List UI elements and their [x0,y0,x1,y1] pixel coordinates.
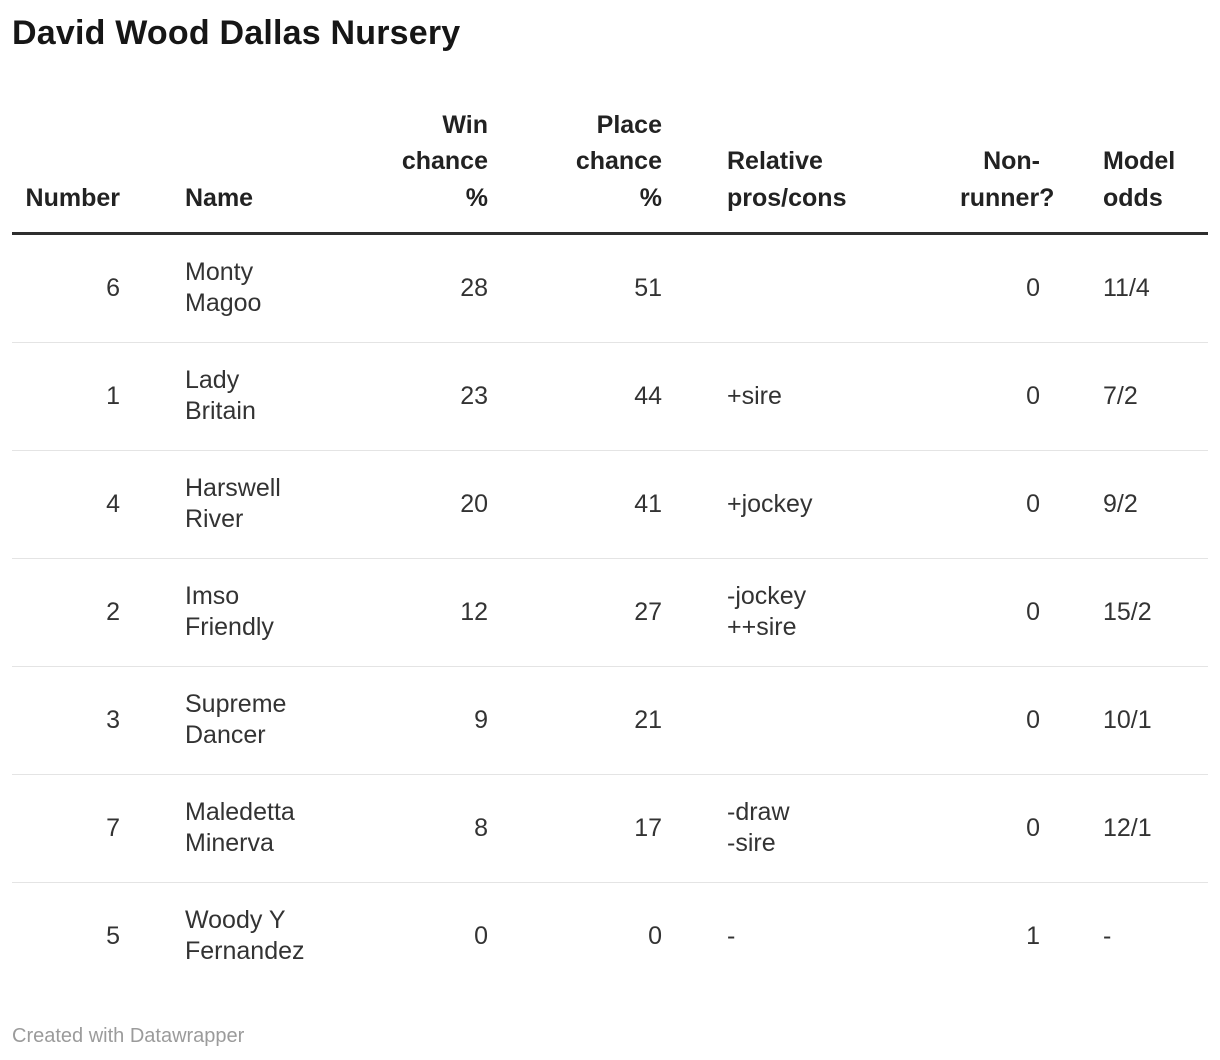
cell-win-chance: 20 [365,449,500,559]
cell-model-odds: 11/4 [1103,273,1150,302]
table-row: 5 Woody Y Fernandez 0 0-1- [12,881,1208,990]
cell-win-chance: 28 [460,273,488,302]
table-body: 6 Monty Magoo 28 51 0 11/4 1 Lady Britain 23 44 +s… [12,233,1208,990]
cell-pros-cons: -jockey ++sire [720,557,960,667]
cell-non-runner: 0 [960,557,1060,667]
table-row: 7 Maledetta Minerva 8 17 -draw -sire 0 12/1 [12,773,1208,883]
cell-number: 6 [106,273,120,302]
cell-win-chance: 12 [365,557,500,667]
cell-non-runner: 0 [960,341,1060,451]
cell-non-runner: 0 [960,773,1060,883]
cell-model-odds: 9/2 [1060,449,1208,559]
cell-name: Lady Britain [175,341,365,451]
data-table: Number Name Win chance % Place chance % … [12,107,1208,990]
cell-pros-cons: +jockey [720,449,960,559]
column-header-name: Name [175,107,365,235]
cell-number: 5 [12,881,175,990]
attribution-text: Created with Datawrapper [12,1025,245,1047]
cell-model-odds: 15/2 [1060,557,1208,667]
table-row: 4 Harswell River 20 41 +jockey 0 9/2 [12,449,1208,559]
table-row: 1 Lady Britain 23 44 +sire 0 7/2 [12,341,1208,451]
cell-non-runner: 1 [960,881,1060,990]
header-row: Number Name Win chance % Place chance % … [12,107,1208,235]
cell-place-chance: 41 [500,449,720,559]
cell-number: 4 [12,449,175,559]
cell-name: Harswell River [175,449,365,559]
cell-place-chance: 21 [500,665,720,775]
cell-pros-cons: - [720,881,960,990]
column-header-model-odds: Model odds [1060,107,1208,235]
cell-place-chance: 44 [500,341,720,451]
cell-name: Woody Y Fernandez [175,881,365,990]
cell-place-chance: 27 [500,557,720,667]
cell-number: 1 [12,341,175,451]
cell-win-chance: 9 [365,665,500,775]
column-header-non-runner: Non- runner? [960,107,1060,235]
cell-pros-cons: -draw -sire [720,773,960,883]
page-title: David Wood Dallas Nursery [12,14,461,52]
column-header-win-chance: Win chance % [365,107,500,235]
cell-name: Supreme Dancer [175,665,365,775]
cell-number: 2 [12,557,175,667]
cell-model-odds: 10/1 [1060,665,1208,775]
cell-win-chance: 0 [365,881,500,990]
cell-pros-cons [720,233,960,342]
cell-name: Maledetta Minerva [175,773,365,883]
cell-pros-cons: +sire [720,341,960,451]
table-header: Number Name Win chance % Place chance % … [12,107,1208,235]
cell-place-chance: 0 [500,881,720,990]
column-header-pros-cons: Relative pros/cons [720,107,960,235]
table-row: 6 Monty Magoo 28 51 0 11/4 [12,233,1208,342]
cell-win-chance: 8 [365,773,500,883]
table-row: 3 Supreme Dancer 9 21 0 10/1 [12,665,1208,775]
cell-model-odds: - [1060,881,1208,990]
cell-name: Imso Friendly [175,557,365,667]
cell-number: 3 [12,665,175,775]
cell-win-chance: 23 [365,341,500,451]
cell-model-odds: 7/2 [1060,341,1208,451]
cell-pros-cons [720,665,960,775]
cell-name: Monty Magoo [185,257,262,318]
cell-place-chance: 17 [500,773,720,883]
table-row: 2 Imso Friendly 12 27 -jockey ++sire 0 15/2 [12,557,1208,667]
cell-number: 7 [12,773,175,883]
cell-model-odds: 12/1 [1060,773,1208,883]
cell-non-runner: 0 [960,665,1060,775]
cell-place-chance: 51 [634,273,662,302]
cell-non-runner: 0 [960,449,1060,559]
cell-non-runner: 0 [1026,273,1040,302]
column-header-place-chance: Place chance % [500,107,720,235]
column-header-number: Number [12,107,175,235]
